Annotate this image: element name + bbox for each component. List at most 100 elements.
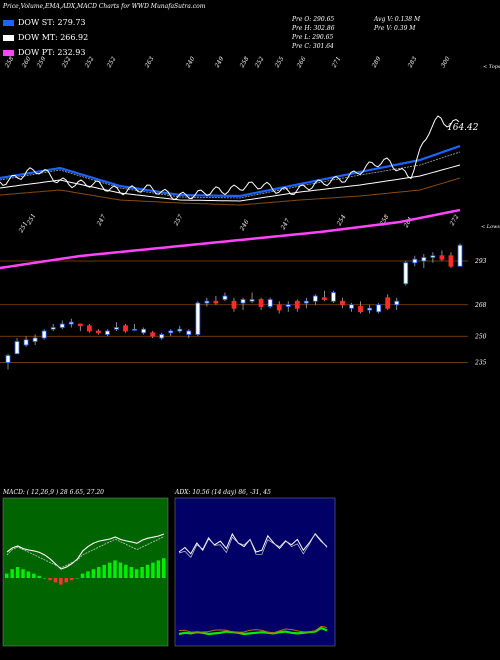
macd-histogram-bar (15, 567, 20, 578)
candle-body (276, 304, 282, 311)
level-label: 250 (474, 333, 487, 340)
adx-upper-line-2 (178, 532, 328, 559)
candle-body (168, 330, 174, 334)
candle-body (240, 299, 246, 304)
candle-body (367, 307, 373, 311)
macd-histogram-bar (5, 573, 9, 578)
macd-histogram-bar (32, 573, 36, 578)
macd-histogram-bar (97, 567, 101, 578)
candle-body (376, 304, 382, 313)
top-label: 260 (20, 55, 32, 69)
legend-dow-mt: DOW MT: 266.92 (3, 33, 88, 42)
macd-histogram-bar (26, 571, 31, 578)
candle-body (457, 244, 463, 267)
dow-pt-line (0, 208, 461, 270)
macd-histogram-bar (124, 564, 128, 578)
candle-body (204, 300, 210, 304)
candle-body (448, 255, 454, 267)
adx-lower-line (178, 626, 328, 636)
macd-histogram-bar (113, 560, 117, 578)
legend-swatch-mt (3, 34, 14, 41)
candle-body (59, 323, 65, 328)
price-line (0, 115, 460, 201)
candle-body (114, 327, 119, 330)
candle-body (213, 300, 219, 304)
candle-body (150, 332, 156, 337)
top-label: 258 (238, 55, 250, 69)
top-label: 240 (184, 55, 196, 69)
candle-body (258, 299, 264, 307)
macd-histogram-bar (37, 575, 41, 578)
candle-body (105, 330, 110, 335)
macd-histogram-bar (151, 562, 155, 578)
candle-body (186, 330, 192, 335)
macd-histogram-bar (10, 569, 14, 578)
stat-open: Pre O: 290.65 (292, 16, 335, 23)
top-label: 259 (35, 55, 47, 69)
macd-title: MACD: ( 12,26,9 ) 28 6.65, 27.20 (2, 489, 104, 496)
legend-label-pt: DOW PT: 232.93 (18, 48, 86, 57)
bottom-label: 246 (238, 218, 250, 232)
macd-histogram-bar (156, 560, 161, 578)
candle-body (68, 321, 74, 325)
macd-histogram-bar (80, 573, 85, 578)
tops-label: < Tops (483, 64, 500, 70)
candle-body (195, 302, 201, 335)
candle-body (358, 306, 363, 313)
candle-body (5, 355, 11, 363)
legend-dow-st: DOW ST: 279.73 (3, 18, 86, 27)
candle-body (14, 341, 20, 355)
macd-histogram-bar (118, 562, 123, 578)
legend-label-mt: DOW MT: 266.92 (18, 33, 89, 42)
stat-low: Pre L: 290.65 (292, 34, 334, 41)
candle-body (285, 304, 291, 307)
ema-short-line (0, 151, 461, 199)
macd-histogram-bar (140, 567, 144, 578)
top-label: 258 (3, 55, 15, 69)
candle-body (50, 327, 56, 330)
stat-high: Pre H: 302.86 (292, 25, 335, 32)
macd-histogram-bar (59, 578, 63, 585)
macd-histogram-bar (69, 578, 74, 581)
adx-lower-line-2 (178, 625, 328, 634)
candle-body (159, 334, 165, 339)
candle-body (23, 339, 29, 346)
candle-body (222, 295, 228, 300)
adx-panel (174, 497, 336, 647)
macd-histogram-bar (129, 567, 134, 578)
top-label: 252 (105, 55, 117, 69)
macd-histogram-bar (21, 569, 25, 578)
top-label: 255 (273, 55, 285, 69)
macd-line (6, 533, 165, 570)
candle-body (439, 255, 445, 260)
candle-body (267, 299, 273, 307)
top-label: 249 (213, 55, 225, 69)
level-label: 293 (474, 258, 487, 265)
candle-body (403, 262, 409, 285)
candle-body (77, 323, 83, 327)
level-label: 268 (474, 302, 487, 309)
bottom-label: 272 (448, 213, 460, 227)
top-label: 289 (370, 55, 382, 69)
macd-histogram-bar (145, 564, 150, 578)
macd-histogram-bar (162, 558, 166, 578)
bottom-label: 257 (172, 213, 184, 227)
top-label: 266 (295, 55, 307, 69)
stat-close: Pre C: 301.64 (292, 43, 334, 50)
top-label: 252 (83, 55, 95, 69)
candle-body (385, 297, 391, 309)
macd-signal-line (6, 536, 165, 569)
candle-body (41, 330, 47, 339)
legend-label-st: DOW ST: 279.73 (18, 18, 86, 27)
bottom-label: 247 (279, 217, 291, 231)
candle-body (141, 328, 147, 334)
dow-st-line (0, 144, 461, 198)
top-label: 252 (253, 55, 265, 69)
top-label: 252 (60, 55, 72, 69)
macd-histogram-bar (86, 571, 90, 578)
candle-body (96, 330, 101, 334)
stat-prev-volume: Pre V: 0.39 M (374, 25, 416, 32)
macd-histogram-bar (102, 564, 106, 578)
candle-body (177, 328, 183, 332)
